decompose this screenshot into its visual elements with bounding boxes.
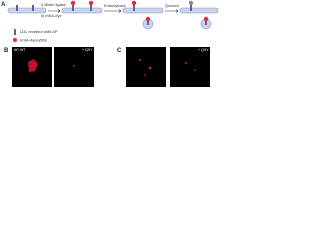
image-label: + QSY xyxy=(198,48,209,52)
panel-label: C xyxy=(117,48,122,54)
dyes xyxy=(70,0,209,22)
receptors xyxy=(16,5,207,25)
image-label: + QSY xyxy=(82,48,93,52)
legend-swatch xyxy=(13,38,17,42)
micrograph: + QSY xyxy=(54,47,94,87)
legend-swatch xyxy=(14,29,16,35)
step: Endocytosis xyxy=(104,3,126,8)
panel-label: B xyxy=(4,48,9,54)
schematic xyxy=(7,7,219,30)
arrows xyxy=(48,9,179,13)
micrograph: + QSY xyxy=(170,47,210,87)
legend-label: LDL receptor with AP xyxy=(20,29,58,34)
micrograph: AP-WT xyxy=(12,47,52,87)
step: i) Biotin ligase xyxy=(41,2,67,7)
legend-label: mSA-Alexa568 xyxy=(20,38,47,43)
micrograph xyxy=(126,47,166,87)
image-label: AP-WT xyxy=(14,48,26,52)
step: Quench xyxy=(165,3,179,8)
step: ii) mSA-dye xyxy=(41,13,62,18)
figure: A i) Biotin ligase ii) mSA-dye Endocytos… xyxy=(1,0,219,87)
panel-label: A xyxy=(1,2,6,8)
